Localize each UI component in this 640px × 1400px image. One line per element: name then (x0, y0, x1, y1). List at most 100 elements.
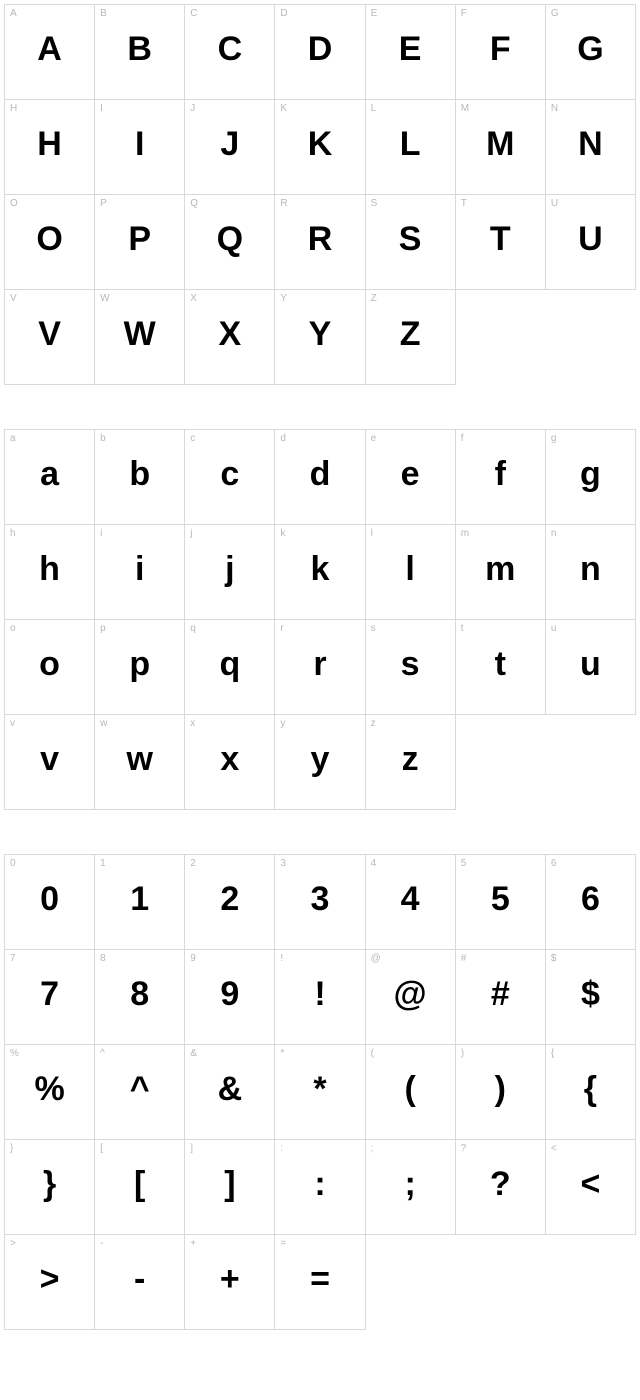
glyph-cell: uu (546, 619, 636, 715)
cell-label: b (100, 433, 106, 444)
cell-glyph: q (219, 647, 240, 681)
cell-glyph: ] (224, 1167, 235, 1201)
cell-glyph: ( (404, 1072, 415, 1106)
glyph-cell: tt (456, 619, 546, 715)
glyph-cell: }} (5, 1139, 95, 1235)
glyph-cell: QQ (185, 194, 275, 290)
cell-glyph: [ (134, 1167, 145, 1201)
empty-cell (546, 1234, 636, 1330)
cell-glyph: B (127, 32, 152, 66)
glyph-cell: GG (546, 4, 636, 100)
cell-glyph: R (308, 222, 333, 256)
cell-glyph: 6 (581, 882, 600, 916)
cell-label: 0 (10, 858, 16, 869)
cell-glyph: ? (490, 1167, 511, 1201)
cell-label: 9 (190, 953, 196, 964)
cell-label: = (280, 1238, 286, 1249)
glyph-cell: 11 (95, 854, 185, 950)
cell-glyph: h (39, 552, 60, 586)
glyph-cell: WW (95, 289, 185, 385)
cell-glyph: W (124, 317, 156, 351)
glyph-cell: rr (275, 619, 365, 715)
cell-label: e (371, 433, 377, 444)
glyph-cell: 33 (275, 854, 365, 950)
cell-glyph: I (135, 127, 144, 161)
cell-glyph: - (134, 1262, 145, 1296)
cell-glyph: = (310, 1262, 330, 1296)
section-lowercase: aabbccddeeffgghhiijjkkllmmnnooppqqrrsstt… (4, 429, 636, 810)
glyph-cell: 44 (366, 854, 456, 950)
cell-glyph: 0 (40, 882, 59, 916)
cell-glyph: < (580, 1167, 600, 1201)
cell-label: } (10, 1143, 13, 1154)
cell-label: ] (190, 1143, 193, 1154)
cell-label: F (461, 8, 467, 19)
cell-label: S (371, 198, 378, 209)
cell-label: q (190, 623, 196, 634)
glyph-cell: 66 (546, 854, 636, 950)
glyph-cell: bb (95, 429, 185, 525)
cell-glyph: g (580, 457, 601, 491)
glyph-cell: && (185, 1044, 275, 1140)
cell-glyph: ! (314, 977, 325, 1011)
cell-glyph: S (399, 222, 422, 256)
cell-glyph: u (580, 647, 601, 681)
cell-label: x (190, 718, 195, 729)
glyph-cell: -- (95, 1234, 185, 1330)
glyph-cell: ++ (185, 1234, 275, 1330)
glyph-cell: LL (366, 99, 456, 195)
cell-label: ( (371, 1048, 374, 1059)
cell-glyph: x (220, 742, 239, 776)
section-uppercase: AABBCCDDEEFFGGHHIIJJKKLLMMNNOOPPQQRRSSTT… (4, 4, 636, 385)
cell-label: j (190, 528, 192, 539)
glyph-cell: 22 (185, 854, 275, 950)
cell-label: m (461, 528, 469, 539)
cell-label: $ (551, 953, 557, 964)
cell-label: T (461, 198, 467, 209)
cell-label: 5 (461, 858, 467, 869)
cell-glyph: b (129, 457, 150, 491)
glyph-cell: OO (5, 194, 95, 290)
cell-glyph: * (313, 1072, 326, 1106)
glyph-cell: aa (5, 429, 95, 525)
cell-label: ! (280, 953, 283, 964)
glyph-cell: TT (456, 194, 546, 290)
glyph-cell: RR (275, 194, 365, 290)
cell-glyph: k (311, 552, 330, 586)
glyph-cell: !! (275, 949, 365, 1045)
glyph-cell: UU (546, 194, 636, 290)
glyph-cell: XX (185, 289, 275, 385)
cell-glyph: Y (309, 317, 332, 351)
cell-glyph: G (577, 32, 603, 66)
glyph-cell: (( (366, 1044, 456, 1140)
cell-glyph: z (402, 742, 419, 776)
cell-label: i (100, 528, 102, 539)
cell-label: B (100, 8, 107, 19)
glyph-cell: dd (275, 429, 365, 525)
glyph-cell: )) (456, 1044, 546, 1140)
cell-label: N (551, 103, 558, 114)
glyph-cell: KK (275, 99, 365, 195)
cell-glyph: 9 (220, 977, 239, 1011)
glyph-cell: xx (185, 714, 275, 810)
cell-glyph: ^ (130, 1072, 150, 1106)
cell-glyph: w (126, 742, 152, 776)
glyph-cell: ]] (185, 1139, 275, 1235)
glyph-cell: ww (95, 714, 185, 810)
cell-glyph: & (218, 1072, 243, 1106)
cell-glyph: d (310, 457, 331, 491)
cell-label: g (551, 433, 557, 444)
cell-glyph: K (308, 127, 333, 161)
cell-glyph: 3 (311, 882, 330, 916)
glyph-cell: BB (95, 4, 185, 100)
glyph-cell: ## (456, 949, 546, 1045)
cell-label: @ (371, 953, 381, 964)
cell-label: v (10, 718, 15, 729)
glyph-cell: ZZ (366, 289, 456, 385)
cell-glyph: f (495, 457, 506, 491)
glyph-cell: II (95, 99, 185, 195)
cell-glyph: N (578, 127, 603, 161)
cell-label: u (551, 623, 557, 634)
glyph-cell: {{ (546, 1044, 636, 1140)
glyph-cell: qq (185, 619, 275, 715)
